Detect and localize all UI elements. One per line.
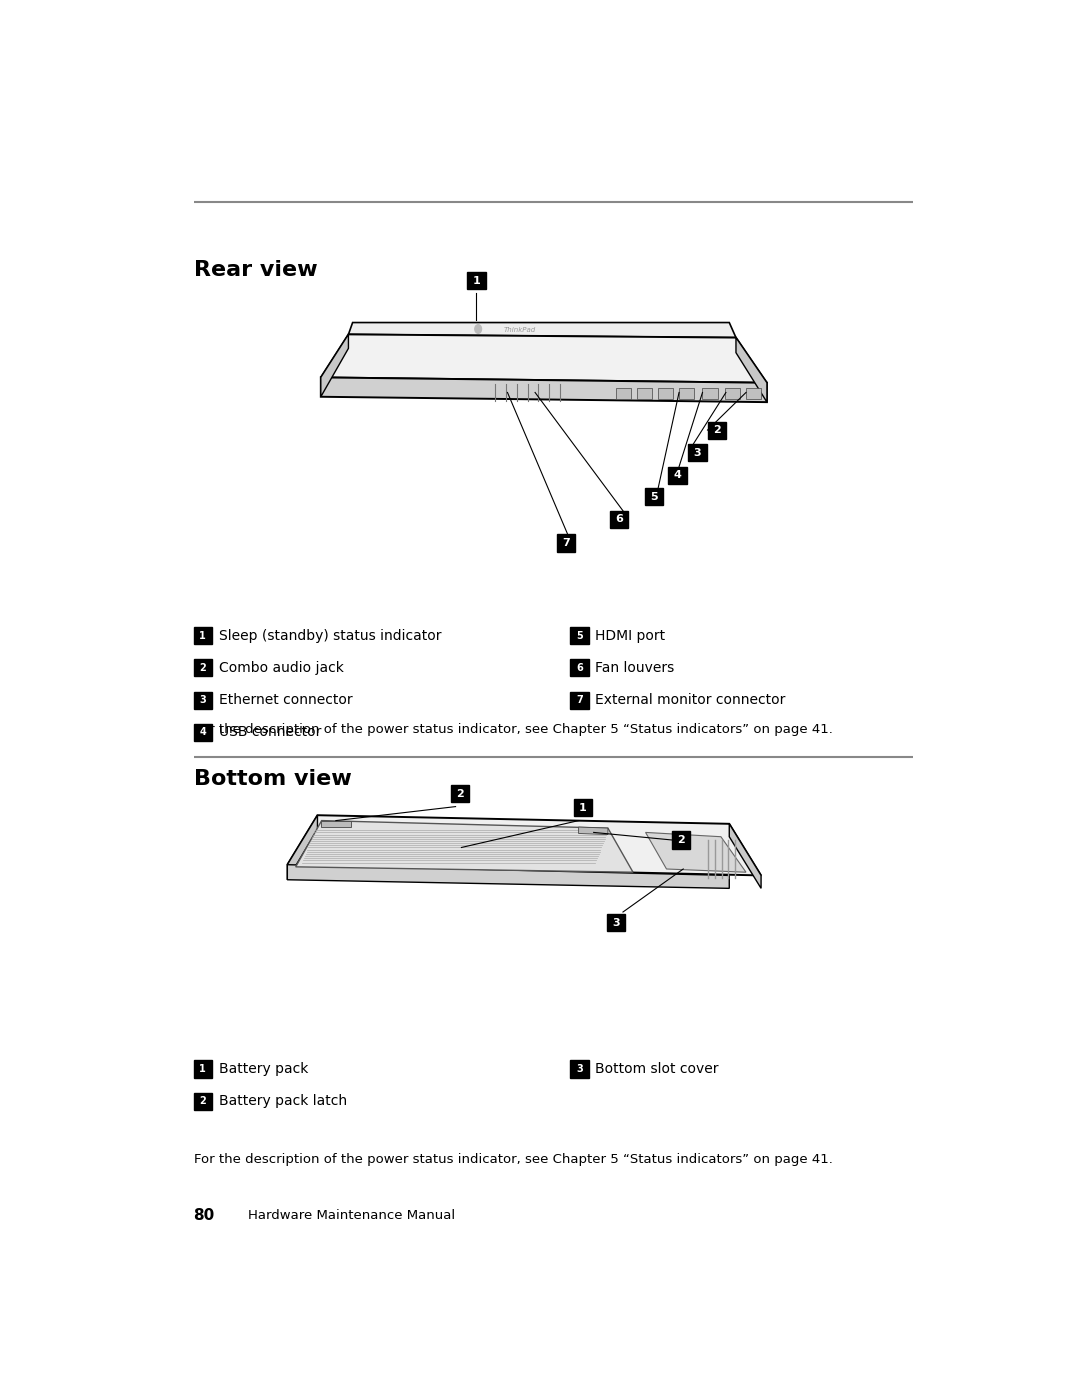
FancyBboxPatch shape [617, 388, 632, 400]
Text: 2: 2 [677, 835, 685, 845]
FancyBboxPatch shape [193, 659, 212, 676]
Text: 1: 1 [473, 275, 481, 285]
FancyBboxPatch shape [193, 1092, 212, 1111]
Text: 2: 2 [200, 662, 206, 673]
FancyBboxPatch shape [450, 785, 469, 802]
Text: 3: 3 [200, 696, 206, 705]
Text: Battery pack latch: Battery pack latch [218, 1094, 347, 1108]
Polygon shape [321, 377, 767, 402]
Text: 3: 3 [612, 918, 620, 928]
FancyBboxPatch shape [193, 692, 212, 708]
Polygon shape [646, 833, 746, 872]
Text: Battery pack: Battery pack [218, 1062, 308, 1076]
Polygon shape [287, 816, 761, 876]
Text: Hardware Maintenance Manual: Hardware Maintenance Manual [248, 1208, 455, 1222]
Text: 7: 7 [576, 696, 583, 705]
Text: 4: 4 [674, 471, 681, 481]
Polygon shape [729, 824, 761, 888]
FancyBboxPatch shape [669, 467, 687, 483]
Text: 3: 3 [693, 447, 701, 458]
Text: Bottom slot cover: Bottom slot cover [595, 1062, 719, 1076]
Text: For the description of the power status indicator, see Chapter 5 “Status indicat: For the description of the power status … [193, 722, 833, 736]
Text: 80: 80 [193, 1208, 215, 1222]
FancyBboxPatch shape [688, 444, 706, 461]
FancyBboxPatch shape [702, 388, 717, 400]
FancyBboxPatch shape [193, 1060, 212, 1077]
Text: External monitor connector: External monitor connector [595, 693, 786, 707]
Text: 2: 2 [713, 425, 720, 434]
Text: 1: 1 [579, 803, 586, 813]
FancyBboxPatch shape [672, 831, 690, 848]
FancyBboxPatch shape [645, 488, 663, 506]
Text: 2: 2 [200, 1097, 206, 1106]
FancyBboxPatch shape [570, 659, 589, 676]
Text: 3: 3 [576, 1065, 583, 1074]
FancyBboxPatch shape [557, 535, 576, 552]
FancyBboxPatch shape [193, 627, 212, 644]
Polygon shape [579, 827, 608, 834]
FancyBboxPatch shape [468, 272, 486, 289]
FancyBboxPatch shape [679, 388, 694, 400]
Polygon shape [321, 334, 767, 383]
Polygon shape [349, 323, 735, 338]
Circle shape [475, 324, 482, 334]
Text: 5: 5 [650, 492, 658, 502]
Text: Fan louvers: Fan louvers [595, 661, 675, 675]
FancyBboxPatch shape [658, 388, 673, 400]
Text: Rear view: Rear view [193, 260, 318, 279]
Polygon shape [321, 334, 349, 397]
Text: 1: 1 [200, 630, 206, 641]
FancyBboxPatch shape [570, 1060, 589, 1077]
Text: 1: 1 [200, 1065, 206, 1074]
Text: Combo audio jack: Combo audio jack [218, 661, 343, 675]
Text: Bottom view: Bottom view [193, 768, 351, 789]
Text: 6: 6 [615, 514, 623, 524]
Polygon shape [296, 820, 633, 872]
FancyBboxPatch shape [607, 914, 625, 932]
FancyBboxPatch shape [193, 724, 212, 740]
FancyBboxPatch shape [570, 692, 589, 708]
Text: For the description of the power status indicator, see Chapter 5 “Status indicat: For the description of the power status … [193, 1153, 833, 1166]
FancyBboxPatch shape [609, 511, 627, 528]
FancyBboxPatch shape [725, 388, 740, 400]
FancyBboxPatch shape [573, 799, 592, 816]
Text: 6: 6 [576, 662, 583, 673]
Text: 4: 4 [200, 728, 206, 738]
FancyBboxPatch shape [637, 388, 652, 400]
Text: 5: 5 [576, 630, 583, 641]
Polygon shape [735, 338, 767, 402]
Text: ThinkPad: ThinkPad [504, 327, 536, 332]
Text: 7: 7 [563, 538, 570, 548]
Polygon shape [287, 865, 729, 888]
Text: HDMI port: HDMI port [595, 629, 665, 643]
Text: USB connector: USB connector [218, 725, 321, 739]
Text: Ethernet connector: Ethernet connector [218, 693, 352, 707]
Text: 2: 2 [456, 789, 463, 799]
Polygon shape [287, 816, 318, 880]
FancyBboxPatch shape [570, 627, 589, 644]
FancyBboxPatch shape [707, 422, 726, 439]
Text: Sleep (standby) status indicator: Sleep (standby) status indicator [218, 629, 442, 643]
Polygon shape [321, 820, 351, 827]
FancyBboxPatch shape [746, 388, 761, 400]
